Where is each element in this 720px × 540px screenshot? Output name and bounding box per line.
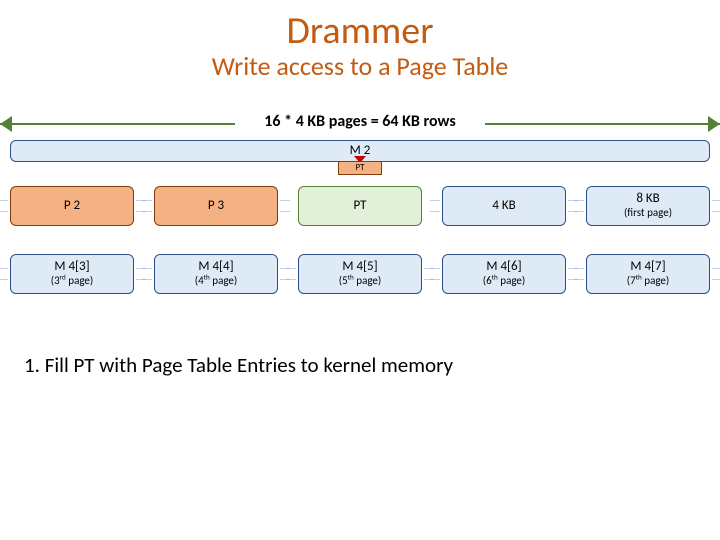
memory-cell: M 4[6](6th page): [442, 254, 566, 294]
cell-sublabel: (first page): [624, 207, 672, 220]
cell-label: P 3: [208, 199, 224, 214]
ruler-line-left: [0, 123, 235, 125]
memory-row-2: M 4[3](3rd page) M 4[4](4th page) M 4[5](5…: [10, 254, 710, 294]
cell-sublabel: (5th page): [339, 275, 382, 288]
memory-cell: M 4[5](5th page): [298, 254, 422, 294]
title: Drammer: [0, 0, 720, 54]
cell-gap: [278, 197, 298, 215]
cell-label: PT: [354, 199, 367, 214]
ruler: 16 * 4 KB pages = 64 KB rows: [0, 112, 720, 136]
cell-label: P 2: [64, 199, 80, 214]
ruler-arrow-right: [708, 116, 720, 132]
memory-cell: P 3: [154, 186, 278, 226]
cell-sublabel: (4th page): [195, 275, 238, 288]
cell-label: 4 KB: [492, 199, 515, 214]
subtitle: Write access to a Page Table: [0, 50, 720, 82]
memory-cell: 4 KB: [442, 186, 566, 226]
memory-cell: M 4[7](7th page): [586, 254, 710, 294]
cell-label: 8 KB: [636, 192, 659, 207]
ruler-line-right: [485, 123, 720, 125]
pt-tag: PT: [338, 161, 382, 175]
cell-sublabel: (3rd page): [51, 275, 94, 288]
ruler-arrow-left: [0, 116, 12, 132]
cell-sublabel: (6th page): [483, 275, 526, 288]
memory-row-1: P 2 P 3 PT 4 KB 8 KB(first page): [10, 186, 710, 226]
cell-sublabel: (7th page): [627, 275, 670, 288]
memory-cell: PT: [298, 186, 422, 226]
memory-cell: M 4[3](3rd page): [10, 254, 134, 294]
memory-cell: P 2: [10, 186, 134, 226]
ruler-label: 16 * 4 KB pages = 64 KB rows: [258, 112, 461, 131]
step-text: 1. Fill PT with Page Table Entries to ke…: [24, 352, 720, 378]
memory-cell: M 4[4](4th page): [154, 254, 278, 294]
memory-cell: 8 KB(first page): [586, 186, 710, 226]
pt-tag-label: PT: [356, 162, 365, 173]
